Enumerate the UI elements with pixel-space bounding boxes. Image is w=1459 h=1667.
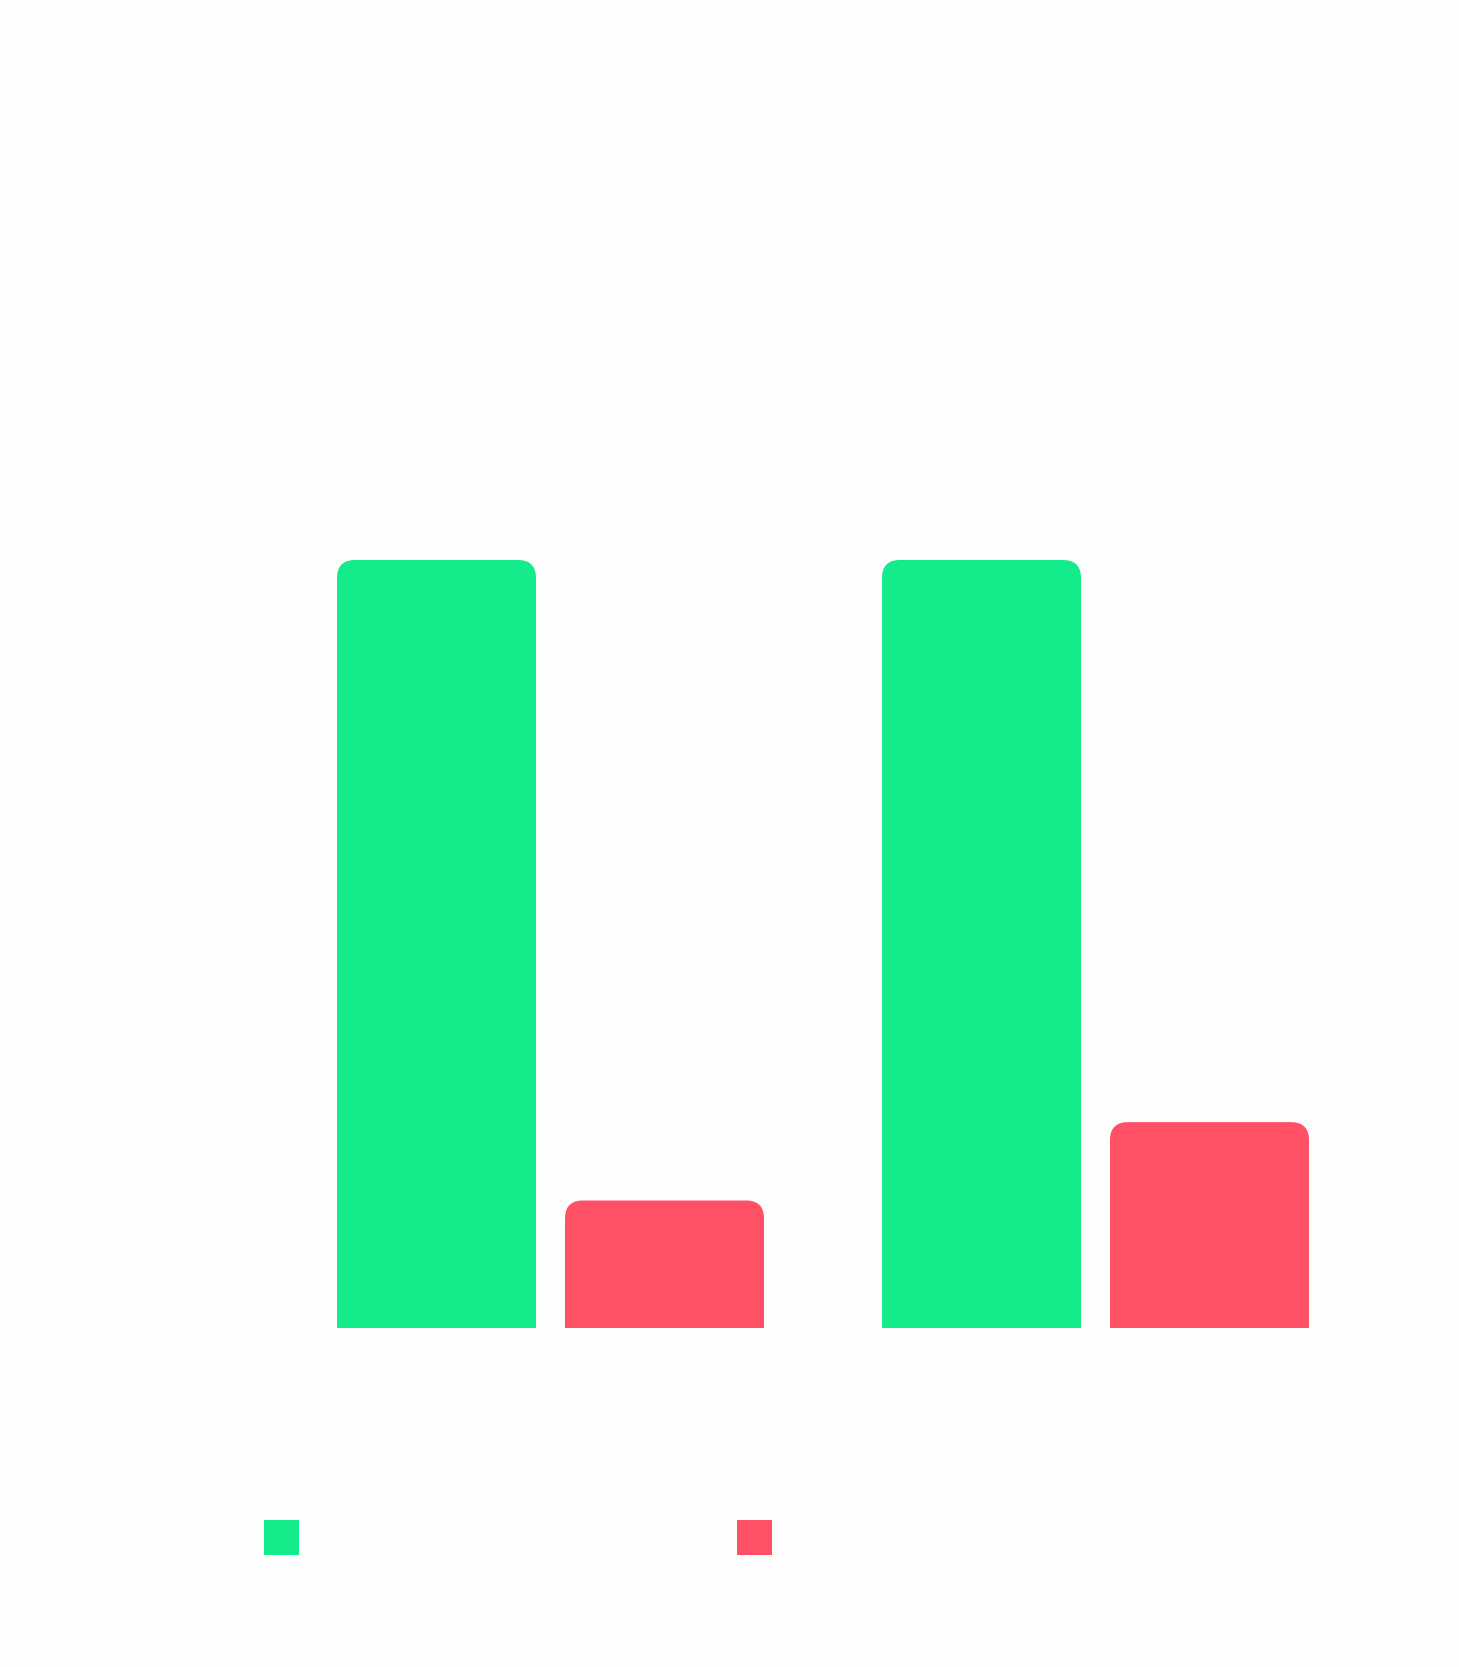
- legend-item-series-2[interactable]: [737, 1520, 784, 1555]
- legend-swatch-series-2: [737, 1520, 772, 1555]
- bar-group-1: [337, 560, 764, 1328]
- legend-item-series-1[interactable]: [264, 1520, 311, 1555]
- legend-swatch-series-1: [264, 1520, 299, 1555]
- bar-series-2-category-1[interactable]: [565, 1200, 764, 1328]
- bar-series-1-category-1[interactable]: [337, 560, 536, 1328]
- bar-series-1-category-2[interactable]: [882, 560, 1081, 1328]
- bar-group-2: [882, 560, 1309, 1328]
- legend: [0, 1520, 1459, 1556]
- bar-series-2-category-2[interactable]: [1110, 1122, 1309, 1328]
